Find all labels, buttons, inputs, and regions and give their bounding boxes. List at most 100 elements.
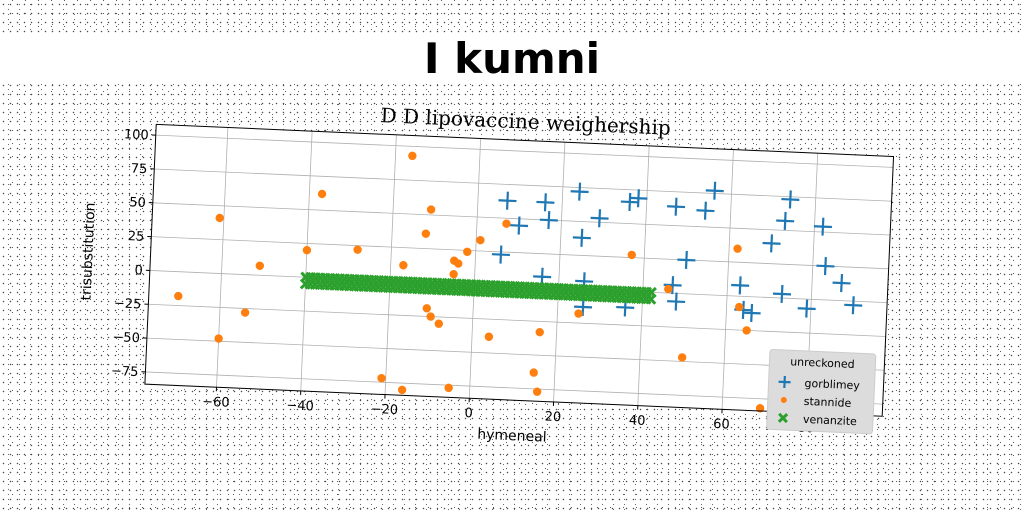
stannide-point [502,219,511,228]
legend-label: gorblimey [804,377,860,392]
stannide-point [449,270,458,279]
y-tick-label: −75 [111,364,139,380]
gorblimey-point [667,292,686,311]
grid-line-y [154,168,892,202]
stannide-point [377,373,386,383]
stannide-point [755,404,765,413]
gorblimey-point [742,303,761,323]
gorblimey-point [536,193,555,212]
x-tick-label: −40 [286,398,314,414]
stannide-point [735,302,744,312]
gorblimey-point [816,257,835,276]
gorblimey-point [533,267,552,286]
gorblimey-point [696,201,715,220]
grid-line-x [637,145,650,406]
stannide-point [535,328,544,337]
figure-title: I kumni [0,34,1024,83]
stannide-point [426,312,435,321]
legend-marker-venanzite [777,412,789,424]
gorblimey-point [677,250,696,270]
x-tick-label: −20 [370,402,398,418]
gorblimey-point [667,197,686,216]
x-tick-label: −60 [202,395,230,411]
grid-line-y [145,371,883,405]
x-tick-label: 0 [464,406,473,421]
gorblimey-point [510,216,529,235]
stannide-point [532,387,542,396]
y-axis-label: trisubstitution [78,202,98,301]
gorblimey-point [772,284,792,304]
x-axis-label: hymeneal [477,427,547,446]
stannide-point [214,334,223,343]
y-tick-label: 0 [134,263,143,278]
gorblimey-point [705,181,724,200]
stannide-point [484,332,494,341]
y-tick-label: −25 [114,296,142,312]
stannide-point [454,259,463,268]
stannide-point [463,247,472,256]
x-tick-label: 60 [713,417,730,433]
gorblimey-point [572,228,591,247]
legend-marker-stannide [780,396,787,403]
legend-box [766,348,877,435]
stannide-point [317,189,327,199]
y-tick-label: −50 [112,330,140,346]
gorblimey-point [832,273,851,293]
gorblimey-point [663,276,682,295]
stannide-point [399,261,408,270]
axes-frame [144,123,895,417]
stannide-point [664,284,673,294]
grid-line-y [146,337,885,371]
stannide-point [627,250,636,260]
grid-line-x [553,142,566,402]
legend-title: unreckoned [790,355,855,371]
stannide-point [742,326,751,335]
y-tick-label: 75 [130,161,147,177]
plot-area: −60−40−20020406080−75−50−250255075100hym… [78,103,895,446]
gorblimey-point [813,217,832,236]
venanzite-point [645,293,657,305]
stannide-point [353,245,362,254]
figure-title-text: I kumni [417,34,607,83]
stannide-point [408,151,417,161]
stannide-point [240,308,250,317]
grid-line-x [300,131,313,391]
stannide-point [426,205,436,214]
gorblimey-point [491,245,510,264]
grid-line-y [148,303,886,337]
gorblimey-point [620,192,639,211]
stannide-point [397,385,407,395]
gorblimey-point [776,211,795,230]
stannide-point [255,261,265,270]
gorblimey-point [731,276,750,295]
stannide-point [733,244,742,253]
axes-background [144,124,894,417]
stannide-point [444,383,453,393]
chart-title: D D lipovaccine weighership [380,103,671,140]
legend-marker-gorblimey [778,375,791,389]
gorblimey-point [762,234,781,253]
gorblimey-point [570,182,589,201]
gorblimey-point [590,209,609,228]
legend-label: stannide [803,395,851,410]
stannide-point [529,368,538,377]
stannide-point [574,309,583,318]
grid-line-x [468,138,482,399]
x-tick-label: 20 [544,410,561,426]
stannide-point [302,245,312,255]
gorblimey-point [498,191,517,210]
y-tick-label: 25 [127,229,144,245]
gorblimey-point [797,299,816,318]
gorblimey-point [629,189,648,208]
x-tick-label: 40 [629,413,646,429]
grid-line-y [155,134,894,168]
grid-line-x [721,149,734,410]
gorblimey-point [539,211,558,230]
stannide-point [422,304,431,313]
stannide-point [476,235,485,245]
stannide-point [421,229,431,238]
y-tick-label: 100 [124,127,149,143]
grid-line-y [152,202,891,236]
gorblimey-point [844,296,863,315]
